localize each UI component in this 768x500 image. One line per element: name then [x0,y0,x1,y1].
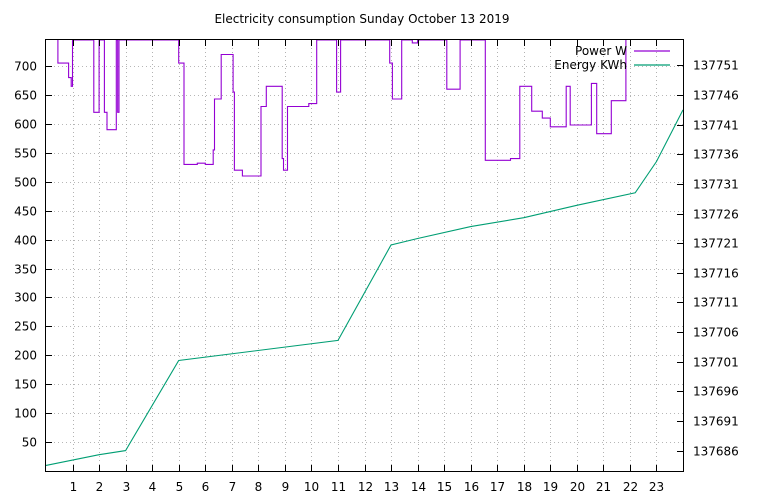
y-tick-label: 650 [14,89,37,103]
y-tick-label: 300 [14,291,37,305]
x-tick-label: 3 [123,480,131,494]
y-tick-label: 200 [14,349,37,363]
x-tick-label: 12 [358,480,373,494]
y2-tick-label: 137706 [693,326,739,340]
y-tick-label: 350 [14,263,37,277]
series-line-power [57,39,627,177]
y-tick-label: 250 [14,320,37,334]
y-tick-label: 600 [14,118,37,132]
plot-frame [45,39,684,472]
y2-tick-label: 137741 [693,119,739,133]
y2-tick-label: 137686 [693,445,739,459]
x-tick-label: 5 [176,480,184,494]
y2-tick-label: 137716 [693,267,739,281]
x-tick-label: 16 [464,480,479,494]
x-tick-label: 7 [229,480,237,494]
y-tick-label: 400 [14,234,37,248]
grid-lines [46,40,683,471]
x-tick-label: 22 [623,480,638,494]
x-tick-label: 13 [384,480,399,494]
y-tick-label: 500 [14,176,37,190]
legend-label-energy: Energy KWh [554,58,627,72]
y2-tick-label: 137726 [693,208,739,222]
x-tick-label: 1 [70,480,78,494]
y-tick-label: 450 [14,205,37,219]
y-tick-label: 100 [14,407,37,421]
y2-tick-label: 137701 [693,356,739,370]
x-tick-label: 9 [282,480,290,494]
y-tick-label: 550 [14,147,37,161]
x-tick-label: 18 [517,480,532,494]
x-tick-label: 2 [96,480,104,494]
y2-tick-label: 137751 [693,59,739,73]
y-tick-label: 50 [22,436,37,450]
y2-tick-label: 137721 [693,237,739,251]
x-tick-label: 19 [543,480,558,494]
x-tick-label: 6 [202,480,210,494]
x-tick-label: 10 [304,480,319,494]
y2-tick-label: 137746 [693,89,739,103]
x-tick-label: 23 [649,480,664,494]
plot-series [45,39,684,466]
y2-tick-label: 137696 [693,385,739,399]
series-line-energy [45,109,684,466]
x-tick-label: 4 [149,480,157,494]
legend-label-power: Power W [575,44,627,58]
axis-ticks: 1 2 3 4 5 6 7 8 9 10 11 12 13 14 15 16 17 18 19 20 21 22 23501… [14,40,739,494]
x-tick-label: 15 [437,480,452,494]
x-tick-label: 8 [255,480,263,494]
y2-tick-label: 137691 [693,415,739,429]
y-tick-label: 700 [14,60,37,74]
x-tick-label: 11 [331,480,346,494]
x-tick-label: 20 [570,480,585,494]
x-tick-label: 21 [596,480,611,494]
chart-title: Electricity consumption Sunday October 1… [214,12,509,26]
y2-tick-label: 137711 [693,296,739,310]
legend: Power W Energy KWh [554,44,670,72]
y-tick-label: 150 [14,378,37,392]
y2-tick-label: 137731 [693,178,739,192]
x-tick-label: 17 [490,480,505,494]
y2-tick-label: 137736 [693,148,739,162]
x-tick-label: 14 [411,480,426,494]
